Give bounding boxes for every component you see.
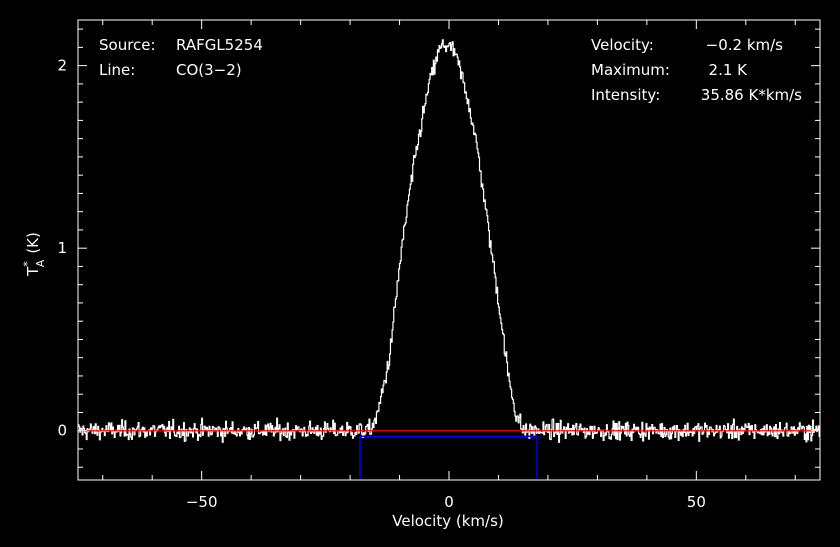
plot-layer — [78, 39, 820, 479]
line-label: Line: — [99, 61, 135, 79]
x-tick-label: −50 — [186, 493, 218, 511]
velocity-label: Velocity: — [591, 36, 654, 54]
y-axis-label-symbol: T — [24, 266, 42, 277]
y-tick-label: 1 — [57, 239, 67, 257]
y-axis-label-unit: (K) — [24, 232, 42, 254]
y-axis-label-superscript: * — [21, 261, 34, 267]
source-value: RAFGL5254 — [176, 36, 263, 54]
y-tick-label: 0 — [57, 422, 67, 440]
y-axis-label-subscript: A — [34, 259, 47, 267]
spectrum-line — [78, 39, 820, 443]
intensity-label: Intensity: — [591, 86, 660, 104]
line-value: CO(3−2) — [176, 61, 242, 79]
x-tick-label: 0 — [444, 493, 454, 511]
intensity-value: 35.86 K*km/s — [701, 86, 802, 104]
y-axis-label: T*A (K) — [21, 232, 47, 277]
source-label: Source: — [99, 36, 156, 54]
maximum-label: Maximum: — [591, 61, 670, 79]
velocity-value: −0.2 km/s — [706, 36, 784, 54]
x-axis-label: Velocity (km/s) — [392, 512, 503, 530]
y-tick-label: 2 — [57, 57, 67, 75]
x-tick-label: 50 — [687, 493, 706, 511]
tick-layer: −50 0 50 0 1 2 — [57, 20, 820, 511]
maximum-value: 2.1 K — [709, 61, 749, 79]
